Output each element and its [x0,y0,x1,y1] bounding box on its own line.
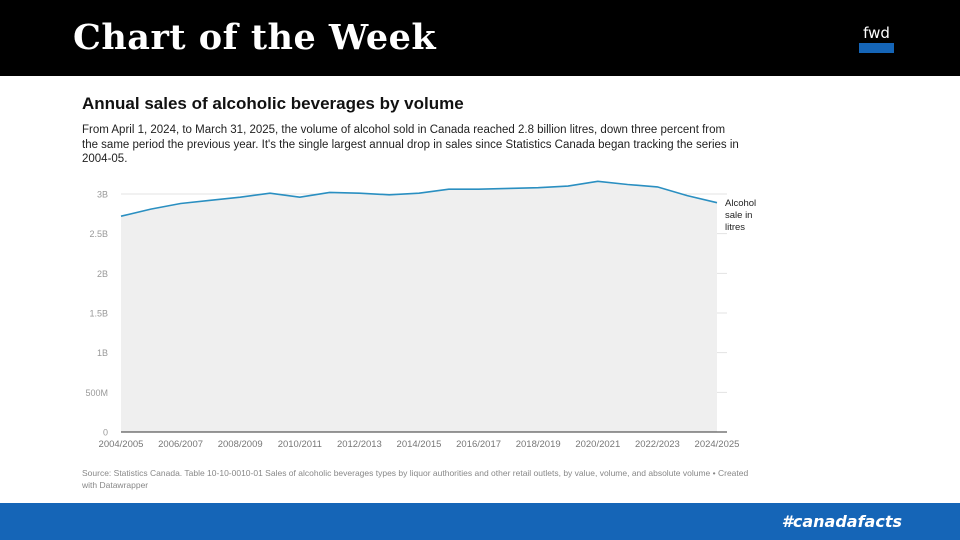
y-tick-label: 500M [85,388,108,398]
y-tick-label: 3B [97,190,108,200]
x-tick-label: 2014/2015 [397,439,442,450]
logo-bar [859,43,894,53]
x-tick-label: 2004/2005 [99,439,144,450]
x-tick-label: 2022/2023 [635,439,680,450]
source-note: Source: Statistics Canada. Table 10-10-0… [82,468,749,490]
x-tick-label: 2006/2007 [158,439,203,450]
x-tick-label: 2024/2025 [695,439,740,450]
logo-text: fwd [863,24,890,42]
x-tick-label: 2012/2013 [337,439,382,450]
x-tick-label: 2018/2019 [516,439,561,450]
footer-bar: #canadafacts [0,503,960,540]
x-tick-label: 2010/2011 [278,439,322,450]
y-tick-label: 2B [97,269,108,279]
y-axis-ticks: 0 500M 1B 1.5B 2B 2.5B 3B [85,190,108,438]
x-tick-label: 2016/2017 [456,439,501,450]
x-tick-label: 2020/2021 [575,439,620,450]
chart-subtitle: From April 1, 2024, to March 31, 2025, t… [82,124,739,165]
area-fill [121,181,717,432]
y-tick-label: 2.5B [89,229,108,239]
series-line [120,180,718,217]
chart-title: Annual sales of alcoholic beverages by v… [82,94,464,113]
x-axis-ticks: 2004/2005 2006/2007 2008/2009 2010/2011 2012… [99,439,740,450]
series-label: Alcohol sale in litres [725,198,756,233]
fwd-logo: fwd [859,24,894,54]
y-tick-label: 1.5B [89,309,108,319]
series-name-label: Alcohol sale in litres [725,198,756,233]
header-bar: Chart of the Week fwd [0,0,960,76]
y-tick-label: 0 [103,428,108,438]
banner-title: Chart of the Week [73,17,437,58]
x-tick-label: 2008/2009 [218,439,263,450]
y-tick-label: 1B [97,348,108,358]
hashtag: #canadafacts [781,512,902,531]
